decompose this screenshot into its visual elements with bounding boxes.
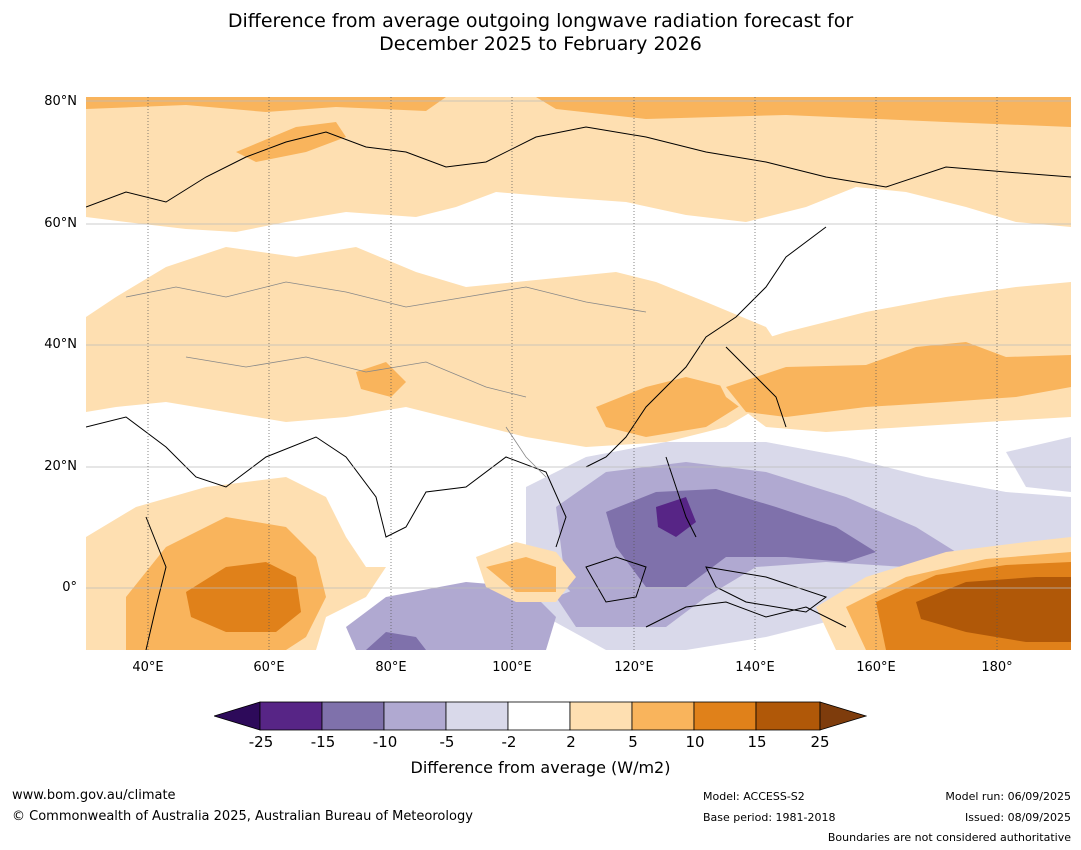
title-line-2: December 2025 to February 2026: [379, 33, 702, 55]
colorbar-swatch-3: [383, 701, 447, 731]
colorbar-tick-25: 25: [810, 733, 830, 751]
colorbar-tick-2: 2: [566, 733, 576, 751]
colorbar-swatch-5: [507, 701, 571, 731]
lon-label-100e: 100°E: [492, 660, 532, 675]
lat-label-40n: 40°N: [44, 337, 77, 352]
footer-website-link[interactable]: www.bom.gov.au/climate: [12, 788, 176, 803]
coastline-philippines: [665, 456, 697, 538]
coastline-east-asia: [585, 226, 827, 468]
footer-model-run: Model run: 06/09/2025: [945, 790, 1071, 803]
footer-issued: Issued: 08/09/2025: [964, 811, 1071, 824]
colorbar-tick-minus-2: -2: [501, 733, 517, 751]
map-title: Difference from average outgoing longwav…: [0, 10, 1081, 56]
coastline-africa-east: [145, 516, 167, 650]
coastline-new-guinea: [705, 566, 828, 613]
colorbar-tick-15: 15: [747, 733, 767, 751]
colorbar-tick-10: 10: [685, 733, 705, 751]
colorbar-label: Difference from average (W/m2): [410, 758, 671, 777]
lon-label-40e: 40°E: [132, 660, 164, 675]
lat-label-20n: 20°N: [44, 459, 77, 474]
footer-model: Model: ACCESS-S2: [703, 790, 805, 803]
colorbar-tick-minus-25: -25: [248, 733, 274, 751]
lon-label-80e: 80°E: [375, 660, 407, 675]
colorbar-tick-minus-5: -5: [439, 733, 455, 751]
lat-label-80n: 80°N: [44, 94, 77, 109]
colorbar: [212, 700, 868, 732]
lon-label-120e: 120°E: [614, 660, 654, 675]
coastline-europe-asia-north: [86, 126, 1071, 208]
anomaly-sumatra-mid: [486, 557, 556, 592]
graticule: [86, 97, 1071, 650]
lon-label-60e: 60°E: [253, 660, 285, 675]
colorbar-svg: [212, 701, 868, 731]
title-line-1: Difference from average outgoing longwav…: [227, 10, 854, 32]
anomaly-indian-ocean-mid: [366, 632, 426, 650]
anomaly-arctic-mid-2: [536, 97, 1071, 127]
coastline-australia-north: [645, 601, 847, 628]
lat-label-60n: 60°N: [44, 216, 77, 231]
anomaly-central-asia-light: [86, 247, 786, 447]
coastline-borneo: [585, 556, 647, 603]
colorbar-swatch-7: [631, 701, 695, 731]
footer-disclaimer: Boundaries are not considered authoritat…: [827, 831, 1071, 844]
anomaly-east-pacific-light: [556, 577, 646, 627]
lon-label-180: 180°: [981, 660, 1013, 675]
coastline-japan: [725, 346, 787, 428]
olr-anomaly-map: [86, 97, 1071, 650]
anomaly-china-coast-mid: [596, 377, 746, 437]
colorbar-swatch-6: [569, 701, 633, 731]
map-svg: [86, 97, 1071, 650]
colorbar-swatch-4: [445, 701, 509, 731]
country-borders: [125, 281, 647, 478]
anomaly-africa-strong: [186, 562, 301, 632]
footer-base-period: Base period: 1981-2018: [703, 811, 836, 824]
anomaly-indian-ocean-light: [346, 582, 556, 650]
anomaly-philippines-deep: [656, 497, 696, 537]
colorbar-swatch-2: [321, 701, 385, 731]
lon-label-160e: 160°E: [856, 660, 896, 675]
anomaly-west-pacific-faint-2: [1006, 437, 1071, 492]
colorbar-tick-minus-15: -15: [310, 733, 336, 751]
colorbar-swatch-1: [259, 701, 323, 731]
anomaly-scandinavia-mid: [236, 122, 346, 162]
anomaly-asia-mid: [356, 362, 406, 397]
colorbar-swatch-extend-high: [819, 701, 868, 731]
anomaly-north-pacific-mid: [726, 342, 1071, 417]
footer-copyright: © Commonwealth of Australia 2025, Austra…: [12, 809, 473, 824]
colorbar-swatch-extend-low: [212, 701, 261, 731]
colorbar-swatch-8: [693, 701, 757, 731]
colorbar-tick-5: 5: [628, 733, 638, 751]
anomaly-central-pacific-deep: [916, 577, 1071, 642]
lat-label-0: 0°: [62, 580, 77, 595]
colorbar-swatch-9: [755, 701, 821, 731]
colorbar-tick-minus-10: -10: [372, 733, 398, 751]
lon-label-140e: 140°E: [735, 660, 775, 675]
